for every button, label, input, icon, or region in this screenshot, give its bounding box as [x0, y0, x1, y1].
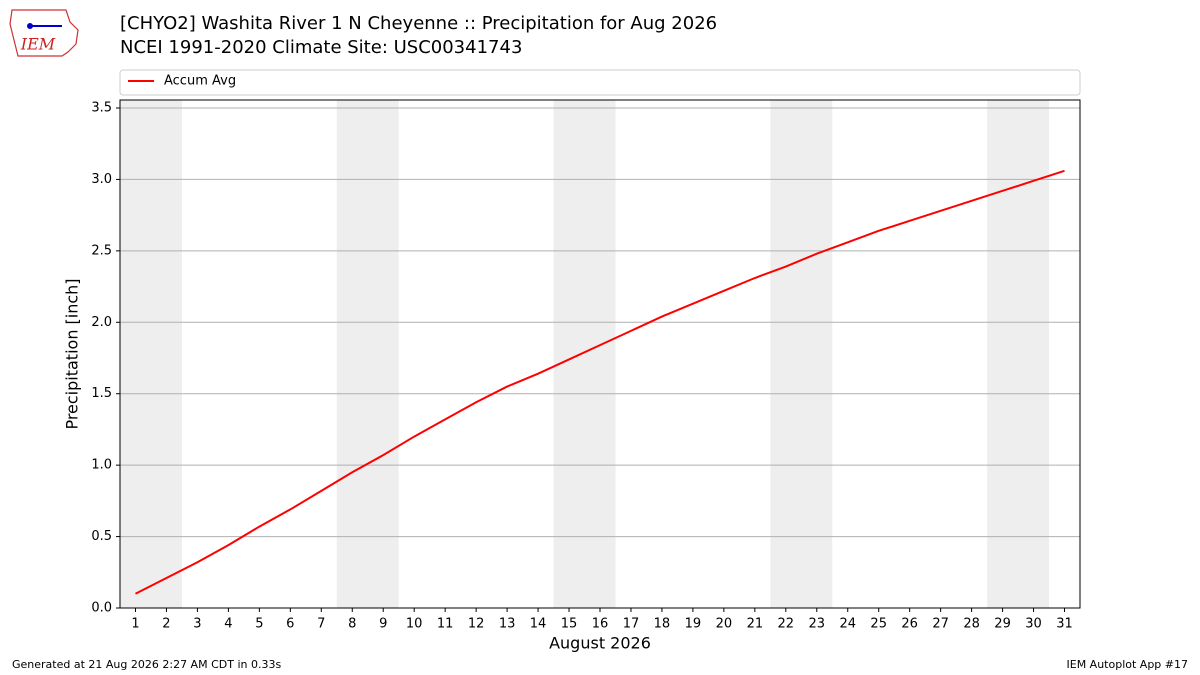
x-tick-label: 7: [317, 617, 325, 632]
legend-box: [119, 69, 1081, 96]
x-tick-label: 25: [870, 617, 887, 632]
weekend-shade: [987, 100, 1050, 608]
x-tick-label: 24: [839, 617, 856, 632]
weekend-shade: [336, 100, 399, 608]
x-tick-label: 20: [716, 617, 733, 632]
x-tick-label: 3: [193, 617, 201, 632]
y-tick-label: 3.5: [91, 101, 112, 116]
x-tick-label: 16: [592, 617, 609, 632]
logo-text: IEM: [20, 35, 56, 54]
x-tick-label: 14: [530, 617, 547, 632]
y-tick-label: 0.0: [91, 601, 112, 616]
weekend-shade: [553, 100, 616, 608]
y-axis-label: Precipitation [inch]: [63, 278, 82, 429]
x-tick-label: 23: [809, 617, 826, 632]
y-tick-label: 1.5: [91, 386, 112, 401]
y-tick-label: 2.5: [91, 243, 112, 258]
x-tick-label: 21: [747, 617, 764, 632]
y-tick-label: 3.0: [91, 172, 112, 187]
x-tick-label: 27: [932, 617, 949, 632]
footer-right: IEM Autoplot App #17: [1067, 658, 1189, 671]
chart-title: [CHYO2] Washita River 1 N Cheyenne :: Pr…: [120, 13, 717, 34]
logo-icon: [27, 23, 33, 29]
x-tick-label: 2: [162, 617, 170, 632]
x-tick-label: 5: [255, 617, 263, 632]
x-tick-label: 29: [994, 617, 1011, 632]
x-tick-label: 22: [778, 617, 795, 632]
x-tick-label: 31: [1056, 617, 1073, 632]
x-tick-label: 13: [499, 617, 516, 632]
x-tick-label: 11: [437, 617, 454, 632]
x-axis-label: August 2026: [549, 634, 651, 653]
x-tick-label: 17: [623, 617, 640, 632]
y-tick-label: 0.5: [91, 529, 112, 544]
x-tick-label: 28: [963, 617, 980, 632]
data-line: [135, 169, 1065, 595]
footer-left: Generated at 21 Aug 2026 2:27 AM CDT in …: [12, 658, 281, 671]
weekend-shade: [770, 100, 833, 608]
plot-frame: [119, 99, 1081, 609]
logo-outline: [9, 9, 79, 57]
logo: IEM: [9, 9, 79, 57]
x-tick-label: 18: [654, 617, 671, 632]
x-tick-label: 9: [379, 617, 387, 632]
chart-subtitle: NCEI 1991-2020 Climate Site: USC00341743: [120, 37, 522, 58]
x-tick-label: 4: [224, 617, 232, 632]
x-tick-label: 6: [286, 617, 294, 632]
y-tick-label: 2.0: [91, 315, 112, 330]
weekend-shade: [120, 100, 182, 608]
x-tick-label: 1: [131, 617, 139, 632]
x-tick-label: 8: [348, 617, 356, 632]
x-tick-label: 26: [901, 617, 918, 632]
x-tick-label: 12: [468, 617, 485, 632]
x-tick-label: 19: [685, 617, 702, 632]
x-tick-label: 15: [561, 617, 578, 632]
x-tick-label: 10: [406, 617, 423, 632]
legend-label: Accum Avg: [164, 74, 236, 89]
x-tick-label: 30: [1025, 617, 1042, 632]
y-tick-label: 1.0: [91, 458, 112, 473]
